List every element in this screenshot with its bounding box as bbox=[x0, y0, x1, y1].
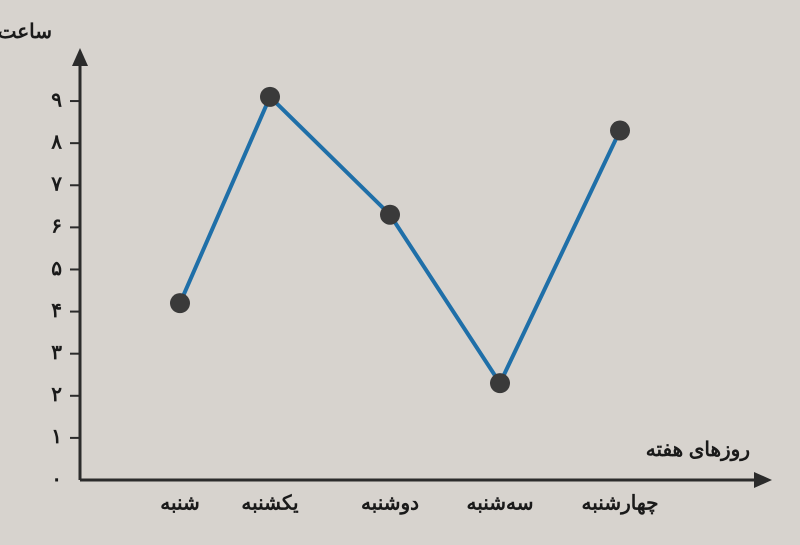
x-tick-label: یکشنبه bbox=[241, 493, 299, 515]
y-tick-label: ۵ bbox=[51, 258, 62, 280]
y-axis-title: ساعت bbox=[0, 21, 52, 43]
x-axis-title: روزهای هفته bbox=[646, 439, 750, 462]
x-tick-label: شنبه bbox=[160, 493, 200, 515]
y-tick-label: ۹ bbox=[51, 89, 62, 111]
x-tick-label: چهارشنبه bbox=[582, 493, 659, 516]
y-tick-label: ۸ bbox=[50, 131, 62, 153]
data-point bbox=[260, 87, 280, 107]
data-point bbox=[380, 205, 400, 225]
y-tick-label: ۲ bbox=[51, 384, 62, 406]
data-point bbox=[170, 293, 190, 313]
data-point bbox=[610, 121, 630, 141]
y-tick-label: ۰ bbox=[51, 468, 62, 490]
y-tick-label: ۷ bbox=[50, 174, 62, 196]
y-tick-label: ۱ bbox=[51, 426, 62, 448]
y-tick-label: ۶ bbox=[51, 216, 62, 238]
chart-background bbox=[0, 0, 800, 545]
x-tick-label: دوشنبه bbox=[361, 493, 419, 516]
y-tick-label: ۴ bbox=[51, 300, 62, 322]
y-tick-label: ۳ bbox=[51, 342, 62, 364]
chart-svg: ۰ ۱ ۲ ۳ ۴ ۵ ۶ ۷ ۸ ۹ ساعت شنبه یکشنبه دوشنبه سه‌شنبه چها… bbox=[0, 0, 800, 545]
data-point bbox=[490, 373, 510, 393]
line-chart: ۰ ۱ ۲ ۳ ۴ ۵ ۶ ۷ ۸ ۹ ساعت شنبه یکشنبه دوشنبه سه‌شنبه چها… bbox=[0, 0, 800, 545]
x-tick-label: سه‌شنبه bbox=[466, 493, 533, 515]
